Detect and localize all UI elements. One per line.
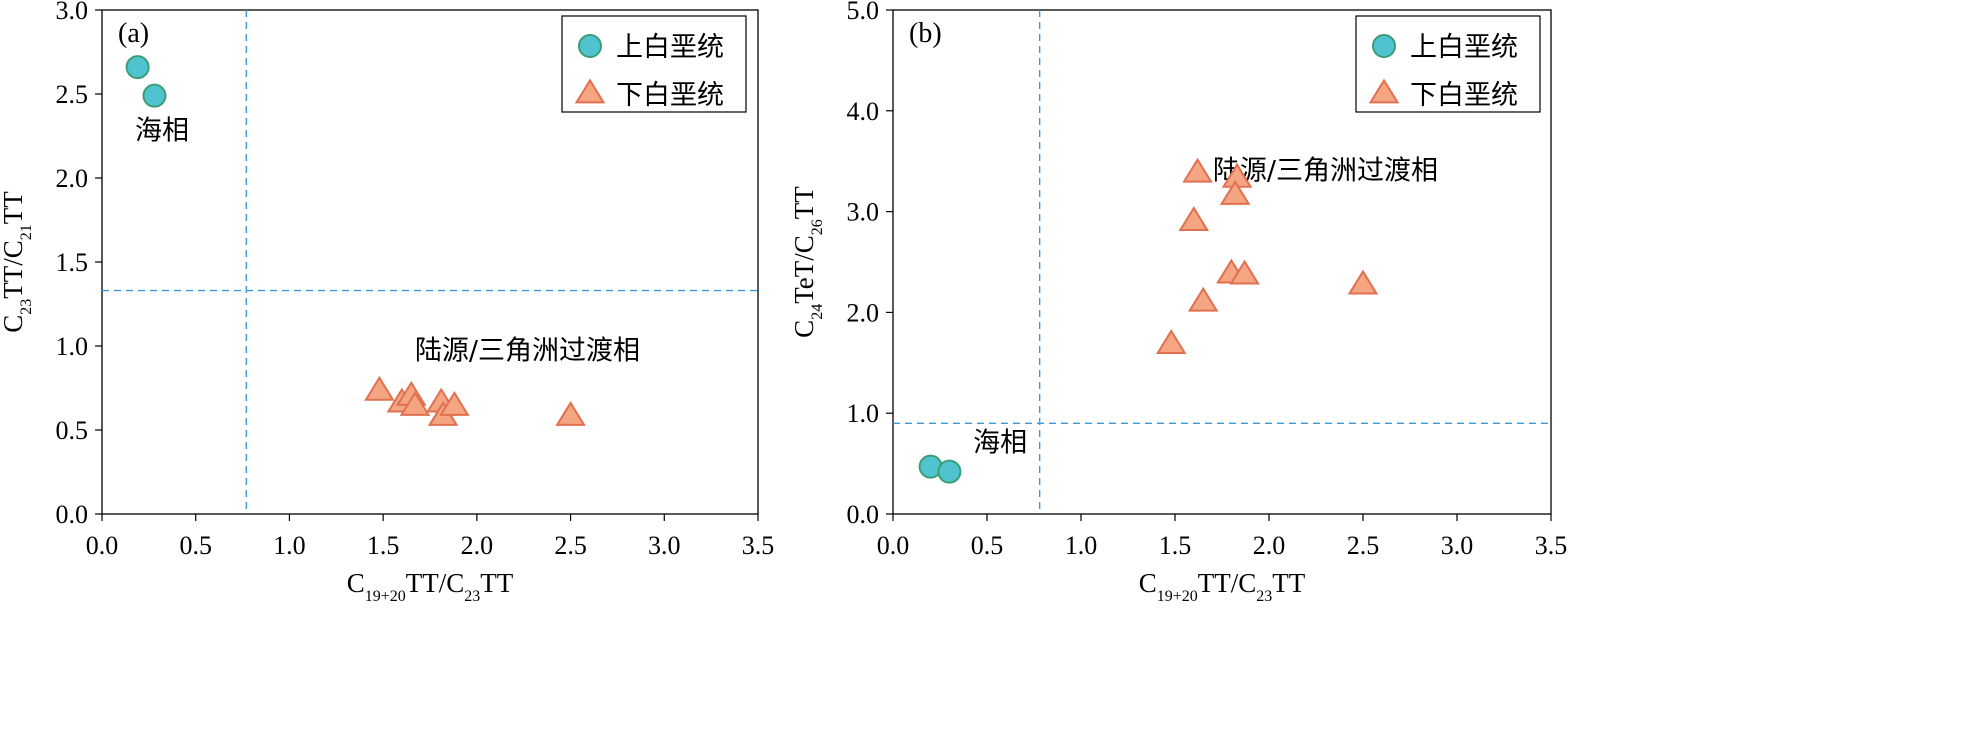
x-tick-label: 0.5 — [179, 531, 212, 560]
axis-label-subscript: 23 — [464, 588, 480, 605]
region-annotation: 海相 — [135, 115, 189, 146]
x-axis-label: C19+20TT/C23TT — [347, 568, 514, 605]
legend-label: 下白垩统 — [616, 80, 724, 111]
legend-marker-circle — [578, 34, 602, 58]
data-point-triangle — [1229, 259, 1260, 285]
x-tick-label: 1.5 — [1159, 531, 1192, 560]
y-tick-label: 1.5 — [56, 248, 89, 277]
x-tick-label: 2.0 — [1253, 531, 1286, 560]
y-axis-label-text: C23TT/C21TT — [0, 191, 35, 333]
axis-label-part: TT — [0, 191, 28, 224]
y-tick-label: 2.0 — [56, 164, 89, 193]
x-tick-label: 3.0 — [648, 531, 681, 560]
data-point-triangle — [1219, 179, 1251, 205]
data-point-triangle — [1347, 269, 1379, 295]
y-tick-label: 2.0 — [847, 298, 880, 327]
region-annotation: 海相 — [973, 428, 1027, 459]
data-point-circle — [125, 55, 150, 80]
data-point-triangle — [1178, 206, 1210, 232]
data-point-triangle — [1182, 157, 1213, 183]
axis-label-part: TT/C — [0, 240, 28, 299]
x-axis-label: C19+20TT/C23TT — [1139, 568, 1306, 605]
x-tick-label: 0.5 — [971, 531, 1004, 560]
y-tick-label: 4.0 — [847, 97, 880, 126]
x-tick-label: 1.0 — [1065, 531, 1098, 560]
legend-marker-triangle — [574, 78, 606, 104]
x-tick-label: 2.5 — [554, 531, 587, 560]
x-tick-label: 3.5 — [1535, 531, 1568, 560]
data-point-triangle — [399, 390, 431, 416]
axis-label-part: TeT/C — [789, 235, 819, 304]
x-tick-label: 1.0 — [273, 531, 306, 560]
y-tick-label: 3.0 — [847, 198, 880, 227]
axis-label-part: C — [0, 315, 28, 333]
x-tick-label: 2.5 — [1347, 531, 1380, 560]
y-tick-label: 2.5 — [56, 80, 89, 109]
x-tick-label: 0.0 — [877, 531, 910, 560]
y-tick-label: 0.0 — [847, 500, 880, 529]
axis-label-subscript: 19+20 — [1157, 588, 1198, 605]
legend-marker-triangle — [1368, 78, 1400, 104]
data-point-triangle — [439, 390, 470, 416]
y-axis-label: C23TT/C21TT — [0, 191, 35, 333]
y-tick-label: 1.0 — [56, 332, 89, 361]
axis-label-subscript: 23 — [1256, 588, 1272, 605]
x-tick-label: 3.5 — [742, 531, 775, 560]
x-axis-label-text: C19+20TT/C23TT — [347, 568, 514, 605]
y-tick-label: 5.0 — [847, 0, 880, 25]
axis-label-part: C — [347, 568, 365, 598]
data-point-triangle — [1155, 329, 1187, 355]
data-point-triangle — [555, 401, 586, 426]
data-point-circle — [142, 83, 167, 108]
region-annotation: 陆源/三角洲过渡相 — [1213, 155, 1438, 186]
chart-panel-b: 0.0 0.5 1.0 1.5 2.0 2.5 3.0 3.5 0.0 1.0 2.0 3.0 4.0 5… — [789, 0, 1567, 605]
axis-label-part: TT — [1272, 568, 1305, 598]
axis-label-part: C — [1139, 568, 1157, 598]
y-tick-label: 0.5 — [56, 416, 89, 445]
x-tick-label: 3.0 — [1441, 531, 1474, 560]
y-tick-label: 3.0 — [56, 0, 89, 25]
data-point-triangle — [1187, 286, 1219, 312]
axis-label-part: C — [789, 320, 819, 338]
y-tick-label: 1.0 — [847, 399, 880, 428]
data-point-circle — [937, 459, 962, 484]
x-tick-label: 1.5 — [367, 531, 400, 560]
axis-label-subscript: 19+20 — [365, 588, 406, 605]
legend-label: 上白垩统 — [616, 32, 724, 63]
legend-label: 下白垩统 — [1410, 80, 1518, 111]
y-axis-label-text: C24TeT/C26TT — [789, 186, 826, 338]
legend-label: 上白垩统 — [1410, 32, 1518, 63]
region-annotation: 陆源/三角洲过渡相 — [415, 335, 640, 366]
chart-panel-a: 0.0 0.5 1.0 1.5 2.0 2.5 3.0 3.5 0.0 0.5 1.0 1.5 2.0 2… — [0, 0, 774, 605]
panel-label: (a) — [118, 18, 149, 49]
axis-label-part: TT/C — [406, 568, 465, 598]
plot-frame — [892, 9, 1552, 515]
axis-label-subscript: 21 — [18, 224, 35, 240]
x-tick-label: 0.0 — [86, 531, 119, 560]
x-tick-label: 2.0 — [461, 531, 494, 560]
axis-label-subscript: 24 — [809, 304, 826, 320]
y-axis-label: C24TeT/C26TT — [789, 186, 826, 338]
axis-label-part: TT/C — [1198, 568, 1257, 598]
axis-label-part: TT — [789, 186, 819, 219]
data-point-triangle — [364, 375, 395, 401]
axis-label-part: TT — [480, 568, 513, 598]
legend-marker-circle — [1372, 34, 1396, 58]
x-axis-label-text: C19+20TT/C23TT — [1139, 568, 1306, 605]
y-tick-label: 0.0 — [56, 500, 89, 529]
panel-label: (b) — [909, 18, 942, 49]
axis-label-subscript: 26 — [809, 219, 826, 235]
axis-label-subscript: 23 — [18, 299, 35, 315]
